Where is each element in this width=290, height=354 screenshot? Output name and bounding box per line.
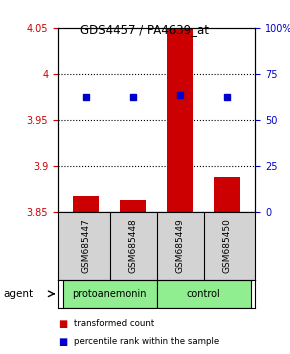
Text: ■: ■ — [58, 319, 67, 329]
Bar — [63, 280, 157, 308]
Text: GSM685449: GSM685449 — [175, 219, 184, 273]
Text: GSM685447: GSM685447 — [82, 219, 91, 273]
Text: percentile rank within the sample: percentile rank within the sample — [74, 337, 219, 346]
Text: transformed count: transformed count — [74, 319, 154, 329]
Text: ■: ■ — [58, 337, 67, 347]
Text: GSM685448: GSM685448 — [129, 219, 138, 273]
Bar — [73, 196, 99, 212]
Bar — [120, 200, 146, 212]
Text: protoanemonin: protoanemonin — [72, 289, 147, 299]
Bar — [157, 280, 251, 308]
Text: control: control — [187, 289, 220, 299]
Text: GDS4457 / PA4639_at: GDS4457 / PA4639_at — [81, 23, 209, 36]
Bar — [167, 24, 193, 212]
Text: GSM685450: GSM685450 — [222, 218, 231, 274]
Text: agent: agent — [3, 289, 33, 299]
Bar — [214, 177, 240, 212]
